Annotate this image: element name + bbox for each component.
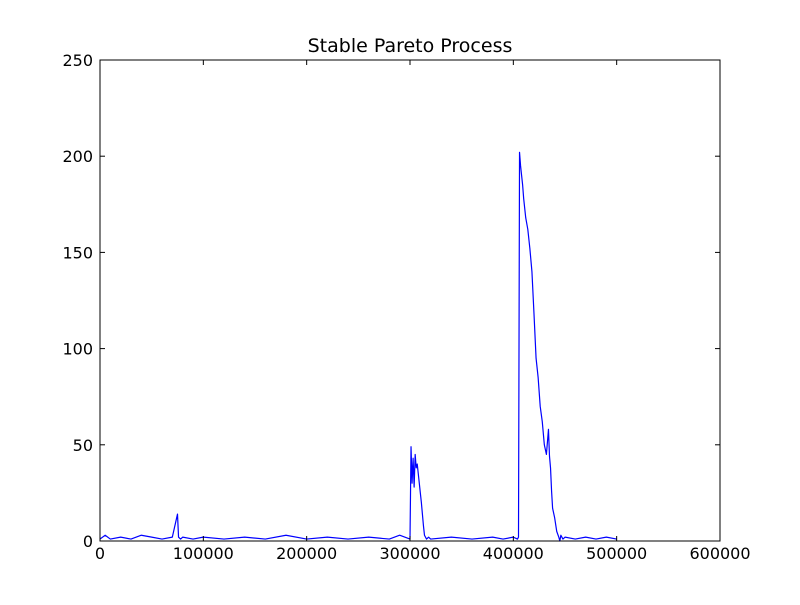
series-line-0	[99, 151, 617, 542]
x-tick-label: 600000	[689, 544, 750, 563]
y-tick-label: 0	[83, 532, 93, 551]
tick-labels: 0 100000 200000 300000 400000 500000 600000 0 50…	[62, 51, 750, 563]
x-tick-label: 200000	[276, 544, 337, 563]
axis-ticks	[99, 59, 721, 542]
y-tick-label: 100	[62, 340, 93, 359]
x-tick-label: 300000	[379, 544, 440, 563]
x-tick-label: 400000	[483, 544, 544, 563]
axes-frame	[99, 59, 721, 542]
x-tick-label: 0	[95, 544, 105, 563]
chart-title: Stable Pareto Process	[308, 35, 513, 57]
x-tick-label: 100000	[173, 544, 234, 563]
y-tick-label: 150	[62, 243, 93, 262]
plot-area	[99, 151, 617, 542]
y-tick-label: 200	[62, 147, 93, 166]
y-tick-label: 250	[62, 51, 93, 70]
y-tick-label: 50	[73, 436, 93, 455]
x-tick-label: 500000	[586, 544, 647, 563]
